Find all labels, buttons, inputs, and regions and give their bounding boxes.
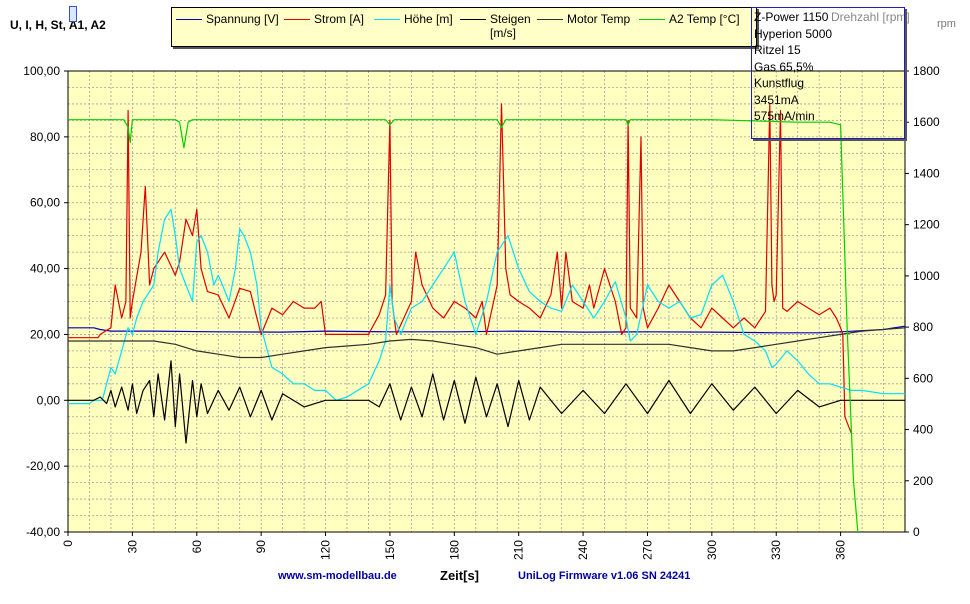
info-box: Z-Power 1150 Hyperion 5000 Ritzel 15 Gas…: [751, 7, 905, 139]
x-tick-label: 270: [640, 540, 654, 560]
legend-entry-hoehe: Höhe [m]: [374, 12, 453, 26]
legend-entry-a2-temp: A2 Temp [°C]: [639, 12, 740, 26]
legend-entry-spannung: Spannung [V]: [176, 12, 279, 26]
info-line: Kunstflug: [754, 76, 805, 90]
y-right-tick-label: 800: [913, 320, 933, 334]
selection-marker[interactable]: [69, 6, 77, 22]
legend-swatch: [460, 19, 486, 20]
y-right-tick-label: 200: [913, 474, 933, 488]
x-tick-label: 330: [769, 540, 783, 560]
firmware-label: UniLog Firmware v1.06 SN 24241: [518, 570, 691, 582]
y-left-tick-label: 60,00: [30, 196, 60, 210]
y-left-tick-label: -40,00: [26, 525, 60, 539]
info-line: 3451mA: [754, 92, 799, 107]
y-right-tick-label: 1600: [913, 115, 940, 129]
info-line: Gas 65,5%: [754, 59, 814, 74]
series-line-2: [68, 208, 905, 405]
legend-entry-motor-temp: Motor Temp: [537, 12, 630, 26]
x-tick-label: 300: [705, 540, 719, 560]
info-line: Ritzel 15: [754, 43, 801, 57]
y-right-tick-label: 1000: [913, 269, 940, 283]
y-left-tick-label: 80,00: [30, 130, 60, 144]
legend-label: A2 Temp [°C]: [669, 12, 740, 26]
legend-label: Spannung [V]: [206, 12, 279, 26]
legend: Spannung [V] Strom [A] Höhe [m] Steigen …: [171, 7, 757, 47]
series-line-1: [68, 103, 852, 434]
legend-swatch: [639, 19, 665, 20]
y-left-tick-label: 100,00: [23, 64, 60, 78]
x-tick-label: 210: [512, 540, 526, 560]
plot-border: [67, 70, 906, 533]
series-line-3: [68, 360, 905, 444]
x-tick-label: 90: [254, 540, 268, 554]
legend-label: Höhe [m]: [404, 12, 453, 26]
info-line: Hyperion 5000: [754, 26, 833, 41]
x-tick-label: 0: [61, 540, 75, 547]
y-right-tick-label: 1800: [913, 64, 940, 78]
legend-entry-strom: Strom [A]: [284, 12, 364, 26]
y-right-tick-label: 1400: [913, 166, 940, 180]
x-tick-label: 180: [447, 540, 461, 560]
y-left-tick-label: -20,00: [26, 459, 60, 473]
legend-label: Steigen [m/s]: [490, 12, 531, 40]
series-line-4: [68, 327, 906, 359]
y-axis-title: U, I, H, St, A1, A2: [10, 18, 106, 32]
x-tick-label: 360: [834, 540, 848, 560]
x-tick-label: 30: [125, 540, 139, 554]
y-right-tick-label: 0: [913, 525, 920, 539]
info-line: Z-Power 1150: [754, 10, 829, 24]
series-line-0: [68, 325, 906, 334]
y-right-tick-label: 1200: [913, 218, 940, 232]
series-line-5: [68, 119, 859, 533]
legend-swatch: [284, 19, 310, 20]
website-link[interactable]: www.sm-modellbau.de: [278, 570, 397, 582]
legend-label: Strom [A]: [314, 12, 365, 26]
legend-entry-steigen: Steigen [m/s]: [460, 12, 538, 40]
y-right-tick-label: 400: [913, 423, 933, 437]
legend-label: Motor Temp: [567, 12, 631, 26]
info-ghost-unit: rpm: [937, 18, 956, 30]
y-left-tick-label: 20,00: [30, 327, 60, 341]
x-tick-label: 150: [383, 540, 397, 560]
y-right-tick-label: 600: [913, 371, 933, 385]
y-left-tick-label: 0,00: [37, 393, 61, 407]
info-line: 575mA/min: [754, 109, 815, 123]
x-tick-label: 60: [190, 540, 204, 554]
legend-swatch: [537, 19, 563, 20]
x-tick-label: 240: [576, 540, 590, 560]
info-ghost-label: Drehzahl [rpm]: [831, 10, 910, 24]
y-left-tick-label: 40,00: [30, 262, 60, 276]
legend-swatch: [176, 19, 202, 20]
x-tick-label: 120: [319, 540, 333, 560]
legend-swatch: [374, 19, 400, 20]
x-axis-title: Zeit[s]: [440, 568, 479, 583]
